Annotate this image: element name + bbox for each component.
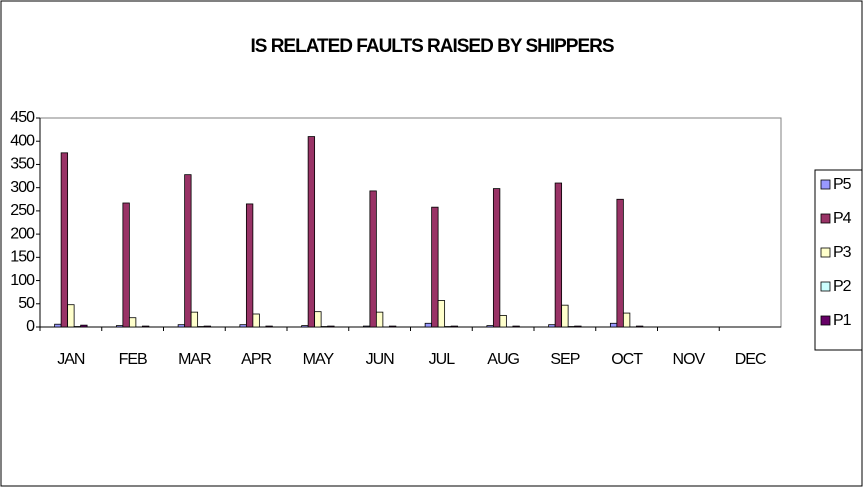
y-tick-label: 400 — [10, 132, 35, 149]
bar — [314, 311, 322, 328]
y-tick-label: 0 — [26, 318, 35, 335]
bar — [574, 325, 582, 328]
bar — [265, 325, 273, 328]
bar — [203, 325, 212, 328]
bar — [609, 322, 618, 328]
y-tick-label: 300 — [10, 179, 35, 196]
x-tick-label: OCT — [611, 351, 643, 368]
y-tick-label: 150 — [10, 249, 35, 266]
legend-swatch — [820, 179, 831, 190]
bar — [307, 136, 316, 328]
bar — [499, 314, 507, 328]
bar — [362, 325, 371, 328]
x-tick-label: NOV — [673, 351, 706, 368]
bar — [492, 188, 501, 328]
bar — [437, 300, 446, 328]
bar — [548, 324, 556, 328]
x-tick-label: AUG — [487, 351, 519, 368]
bar — [450, 325, 459, 328]
legend-swatch — [820, 315, 831, 326]
y-tick-label: 350 — [10, 156, 35, 173]
bar — [512, 325, 520, 328]
bar — [128, 317, 137, 328]
legend-label: P2 — [833, 278, 852, 295]
legend-label: P1 — [833, 312, 852, 329]
bar — [60, 152, 69, 328]
legend-swatch — [820, 247, 831, 258]
x-tick-label: JUL — [429, 351, 456, 368]
bar — [369, 190, 377, 328]
bar — [635, 325, 644, 328]
bar — [54, 323, 62, 328]
y-tick-label: 250 — [10, 202, 35, 219]
bar — [561, 304, 569, 328]
legend-label: P5 — [833, 176, 852, 193]
bar — [431, 206, 439, 328]
bar — [554, 182, 563, 328]
bar — [622, 312, 631, 328]
x-tick-label: DEC — [735, 351, 766, 368]
y-tick-label: 200 — [10, 225, 35, 242]
bar — [327, 325, 335, 328]
y-tick-label: 450 — [10, 109, 35, 126]
bar — [177, 324, 186, 328]
legend-label: P4 — [833, 210, 852, 227]
y-tick-label: 100 — [10, 272, 35, 289]
bar — [190, 311, 199, 328]
x-tick-label: SEP — [550, 351, 579, 368]
bar — [616, 198, 624, 328]
chart-title: IS RELATED FAULTS RAISED BY SHIPPERS — [250, 36, 613, 57]
bar — [245, 203, 254, 328]
bar — [184, 174, 192, 328]
x-tick-label: JAN — [57, 351, 85, 368]
bar — [252, 313, 260, 328]
legend-swatch — [820, 281, 831, 292]
plot-area — [39, 117, 782, 328]
x-tick-label: JUN — [366, 351, 395, 368]
legend-label: P3 — [833, 244, 852, 261]
x-tick-label: APR — [241, 351, 271, 368]
x-tick-label: FEB — [119, 351, 147, 368]
bar — [115, 325, 124, 328]
bar — [424, 322, 433, 328]
bar — [80, 324, 88, 328]
bar — [141, 325, 150, 328]
bar — [486, 325, 494, 328]
bar — [122, 202, 130, 328]
bar — [388, 325, 397, 328]
bar — [301, 325, 309, 328]
x-tick-label: MAR — [178, 351, 211, 368]
x-tick-label: MAY — [303, 351, 335, 368]
legend-swatch — [820, 213, 831, 224]
bar — [375, 311, 384, 328]
bar — [239, 324, 247, 328]
bar — [67, 304, 75, 328]
y-tick-label: 50 — [18, 295, 35, 312]
